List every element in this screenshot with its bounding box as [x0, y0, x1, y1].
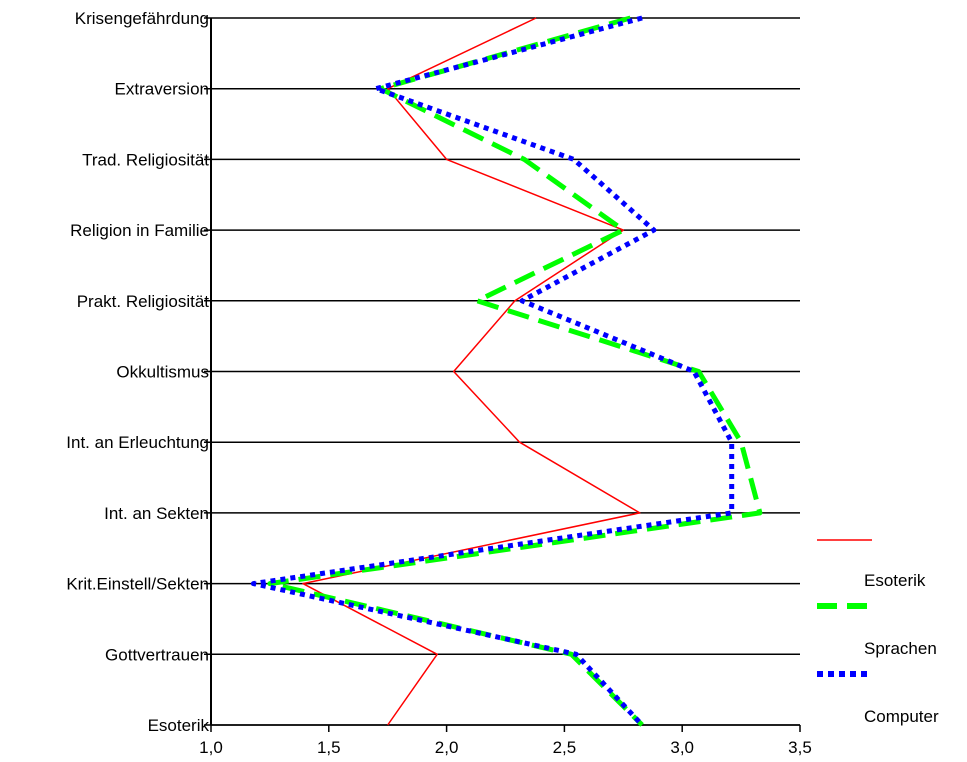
axes — [210, 18, 800, 726]
category-label: Religion in Familie — [70, 221, 209, 240]
category-label: Int. an Erleuchtung — [66, 433, 209, 452]
category-label: Prakt. Religiosität — [77, 292, 210, 311]
category-label: Krisengefährdung — [75, 9, 209, 28]
legend-label-esoterik: Esoterik — [864, 571, 926, 590]
legend-label-computer: Computer — [864, 707, 939, 726]
legend-label-sprachen: Sprachen — [864, 639, 937, 658]
x-tick-label: 3,5 — [788, 738, 812, 757]
category-labels: Krisengefährdung Extraversion Trad. Religi… — [66, 9, 209, 735]
category-label: Int. an Sekten — [104, 504, 209, 523]
category-label: Esoterik — [148, 716, 210, 735]
legend: Esoterik Sprachen Computer — [817, 539, 939, 726]
series-line-esoterik — [302, 17, 641, 726]
x-tick-label: 2,0 — [435, 738, 459, 757]
series-line-sprachen — [267, 15, 763, 727]
series-lines — [250, 15, 763, 727]
category-label: Okkultismus — [116, 363, 209, 382]
x-tick-label: 2,5 — [553, 738, 577, 757]
series-line-computer — [250, 15, 735, 727]
grid-lines — [204, 17, 800, 726]
category-label: Extraversion — [115, 80, 209, 99]
category-label: Gottvertrauen — [105, 645, 209, 664]
x-tick-label: 1,5 — [317, 738, 341, 757]
category-label: Trad. Religiosität — [82, 150, 209, 169]
x-axis-ticks: 1,0 1,5 2,0 2,5 3,0 3,5 — [199, 725, 812, 757]
x-tick-label: 1,0 — [199, 738, 223, 757]
x-tick-label: 3,0 — [670, 738, 694, 757]
category-label: Krit.Einstell/Sekten — [66, 575, 209, 594]
